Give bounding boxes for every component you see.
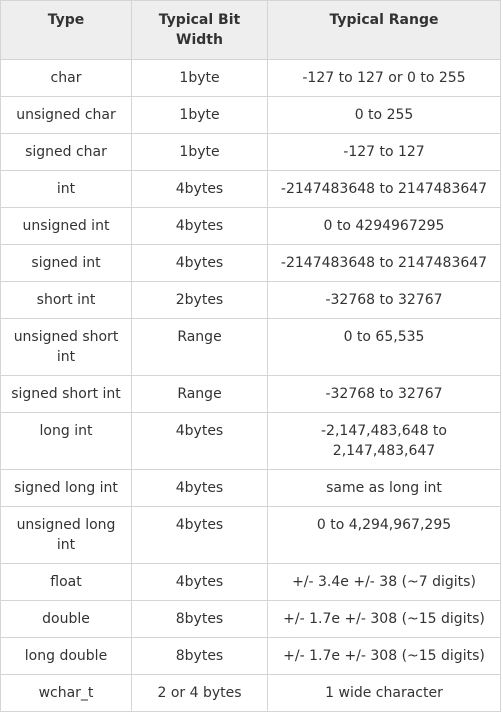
table-row: float 4bytes +/- 3.4e +/- 38 (~7 digits) (0, 563, 501, 601)
cell-type: int (0, 170, 132, 208)
cell-type: long double (0, 637, 132, 675)
cell-type: unsigned short int (0, 318, 132, 376)
cell-bit-width: 4bytes (131, 170, 268, 208)
table-row: signed char 1byte -127 to 127 (0, 133, 501, 171)
cell-type: double (0, 600, 132, 638)
cell-bit-width: 1byte (131, 59, 268, 97)
cell-range: -32768 to 32767 (267, 281, 501, 319)
cell-type: signed int (0, 244, 132, 282)
cell-bit-width: 4bytes (131, 207, 268, 245)
cell-range: -127 to 127 or 0 to 255 (267, 59, 501, 97)
header-type: Type (0, 0, 132, 60)
cell-range: +/- 1.7e +/- 308 (~15 digits) (267, 637, 501, 675)
table-row: signed short int Range -32768 to 32767 (0, 375, 501, 413)
cell-range: -2147483648 to 2147483647 (267, 244, 501, 282)
cell-range: -2147483648 to 2147483647 (267, 170, 501, 208)
table-row: unsigned int 4bytes 0 to 4294967295 (0, 207, 501, 245)
cell-range: 1 wide character (267, 674, 501, 712)
cell-type: unsigned int (0, 207, 132, 245)
cell-type: long int (0, 412, 132, 470)
cell-range: 0 to 255 (267, 96, 501, 134)
cell-type: char (0, 59, 132, 97)
table-row: double 8bytes +/- 1.7e +/- 308 (~15 digits… (0, 600, 501, 638)
cell-bit-width: 4bytes (131, 412, 268, 470)
cell-type: short int (0, 281, 132, 319)
cell-range: +/- 3.4e +/- 38 (~7 digits) (267, 563, 501, 601)
cell-range: -32768 to 32767 (267, 375, 501, 413)
cell-bit-width: Range (131, 375, 268, 413)
cell-bit-width: 2 or 4 bytes (131, 674, 268, 712)
cell-type: signed short int (0, 375, 132, 413)
header-row: Type Typical Bit Width Typical Range (0, 0, 501, 60)
cell-bit-width: 8bytes (131, 600, 268, 638)
cell-type: wchar_t (0, 674, 132, 712)
cell-type: signed long int (0, 469, 132, 507)
cell-bit-width: 1byte (131, 96, 268, 134)
cell-bit-width: 4bytes (131, 563, 268, 601)
header-typical-bit-width: Typical Bit Width (131, 0, 268, 60)
cell-range: same as long int (267, 469, 501, 507)
cell-bit-width: 4bytes (131, 506, 268, 564)
table-row: short int 2bytes -32768 to 32767 (0, 281, 501, 319)
cell-bit-width: 4bytes (131, 244, 268, 282)
table-row: unsigned char 1byte 0 to 255 (0, 96, 501, 134)
cell-range: -2,147,483,648 to 2,147,483,647 (267, 412, 501, 470)
table-row: signed long int 4bytes same as long int (0, 469, 501, 507)
header-typical-range: Typical Range (267, 0, 501, 60)
cell-bit-width: 1byte (131, 133, 268, 171)
table-row: signed int 4bytes -2147483648 to 214748364… (0, 244, 501, 282)
cell-range: 0 to 4,294,967,295 (267, 506, 501, 564)
cell-range: 0 to 65,535 (267, 318, 501, 376)
cell-range: +/- 1.7e +/- 308 (~15 digits) (267, 600, 501, 638)
cell-type: float (0, 563, 132, 601)
cell-range: -127 to 127 (267, 133, 501, 171)
table-row: unsigned long int 4bytes 0 to 4,294,967,29… (0, 506, 501, 564)
cell-type: signed char (0, 133, 132, 171)
table-body: char 1byte -127 to 127 or 0 to 255 unsigned… (0, 59, 501, 712)
cell-bit-width: 2bytes (131, 281, 268, 319)
table-row: wchar_t 2 or 4 bytes 1 wide character (0, 674, 501, 712)
cell-type: unsigned char (0, 96, 132, 134)
cell-type: unsigned long int (0, 506, 132, 564)
table-row: long double 8bytes +/- 1.7e +/- 308 (~15 d… (0, 637, 501, 675)
cell-bit-width: 4bytes (131, 469, 268, 507)
table-row: long int 4bytes -2,147,483,648 to 2,147,48… (0, 412, 501, 470)
cell-bit-width: 8bytes (131, 637, 268, 675)
table-header: Type Typical Bit Width Typical Range (0, 0, 501, 60)
cell-bit-width: Range (131, 318, 268, 376)
cell-range: 0 to 4294967295 (267, 207, 501, 245)
table-row: char 1byte -127 to 127 or 0 to 255 (0, 59, 501, 97)
table-row: unsigned short int Range 0 to 65,535 (0, 318, 501, 376)
table-row: int 4bytes -2147483648 to 2147483647 (0, 170, 501, 208)
